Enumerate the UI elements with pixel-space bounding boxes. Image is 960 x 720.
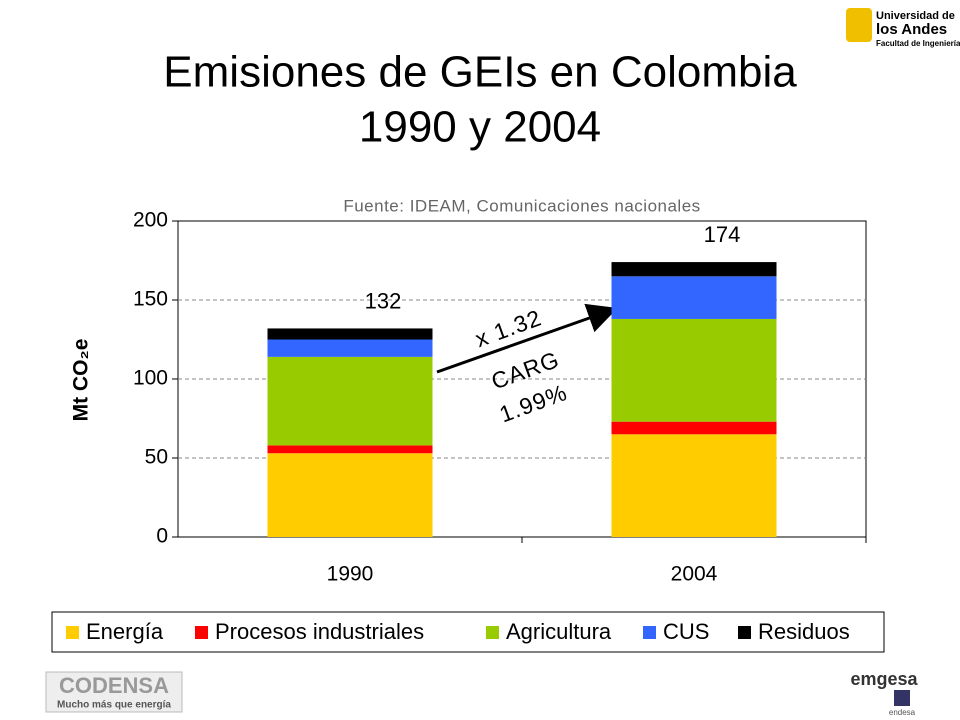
x-tick-label: 1990 xyxy=(327,563,374,586)
legend-label: Residuos xyxy=(758,619,850,644)
x-tick-label: 2004 xyxy=(671,563,718,586)
logo-shield xyxy=(846,8,872,42)
legend-label: Procesos industriales xyxy=(215,619,424,644)
y-tick-label: 150 xyxy=(133,288,168,311)
total-label: 174 xyxy=(704,222,741,247)
logo-box xyxy=(45,671,183,713)
bar-segment xyxy=(267,339,433,357)
bar-segment xyxy=(267,328,433,340)
legend-swatch xyxy=(643,626,656,639)
growth-arrow xyxy=(436,303,618,374)
legend-label: Agricultura xyxy=(506,619,612,644)
source: Fuente: IDEAM, Comunicaciones nacionales xyxy=(343,196,700,215)
logo-text: Facultad de Ingeniería xyxy=(876,39,960,48)
y-tick-label: 0 xyxy=(156,525,168,548)
annotation: x 1.32 xyxy=(472,304,545,352)
bar-segment xyxy=(267,356,433,446)
bar-segment xyxy=(611,262,777,277)
y-axis-label: Mt CO₂e xyxy=(70,339,93,422)
legend-swatch xyxy=(486,626,499,639)
y-tick-label: 200 xyxy=(133,209,168,232)
title: Emisiones de GEIs en Colombia xyxy=(163,48,797,97)
legend-swatch xyxy=(195,626,208,639)
logo-text: los Andes xyxy=(876,21,947,38)
bar-segment xyxy=(267,445,433,454)
total-label: 132 xyxy=(365,288,402,313)
logo-text: CODENSA xyxy=(59,673,169,698)
bar-segment xyxy=(611,318,777,422)
legend-swatch xyxy=(738,626,751,639)
bar-segment xyxy=(611,421,777,435)
y-tick-label: 50 xyxy=(145,446,168,469)
legend-box xyxy=(51,611,885,653)
legend-label: CUS xyxy=(663,619,709,644)
y-tick-label: 100 xyxy=(133,367,168,390)
logo-text: Universidad de xyxy=(876,10,955,22)
logo-square xyxy=(894,690,910,706)
bar-segment xyxy=(267,453,433,537)
title: 1990 y 2004 xyxy=(359,103,601,152)
logo-text: endesa xyxy=(889,708,916,717)
logo-text: emgesa xyxy=(850,669,918,689)
legend-swatch xyxy=(66,626,79,639)
legend-label: Energía xyxy=(86,619,164,644)
bar-segment xyxy=(611,434,777,537)
logo-text: Mucho más que energía xyxy=(57,700,171,711)
bar-segment xyxy=(611,276,777,319)
